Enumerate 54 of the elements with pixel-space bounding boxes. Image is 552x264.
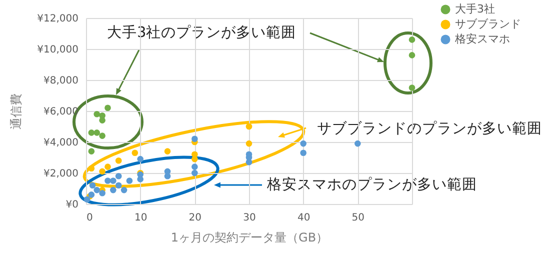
point	[88, 148, 95, 154]
point	[246, 140, 252, 147]
point	[408, 84, 416, 91]
point	[84, 196, 90, 203]
point	[99, 132, 106, 139]
x-tick-label: 20	[188, 212, 202, 224]
legend-label: サブブランド	[455, 18, 521, 30]
point	[88, 165, 95, 172]
point	[354, 140, 361, 147]
point	[408, 52, 416, 58]
point	[110, 178, 116, 184]
point	[115, 157, 122, 164]
point	[132, 150, 138, 156]
point	[192, 170, 198, 176]
x-tick-label: 30	[243, 212, 256, 224]
y-axis-title: 通信費	[9, 94, 24, 130]
point	[300, 140, 306, 147]
point	[137, 156, 144, 162]
y-tick-label: ¥4,000	[44, 138, 78, 148]
point	[192, 164, 198, 170]
y-tick-label: ¥0	[66, 200, 78, 210]
point	[89, 182, 96, 189]
point	[104, 178, 111, 184]
point	[408, 36, 416, 43]
legend-label: 大手3社	[455, 2, 495, 16]
point	[192, 136, 198, 142]
point	[104, 164, 111, 170]
point	[164, 148, 171, 154]
x-axis-title: 1ヶ月の契約データ量（GB）	[170, 230, 328, 244]
point	[99, 190, 106, 196]
y-tick-label: ¥12,000	[37, 14, 78, 24]
point	[104, 104, 111, 112]
point	[300, 150, 306, 156]
point	[88, 130, 95, 136]
point	[115, 182, 122, 189]
point	[126, 178, 133, 184]
x-tick-label: 50	[352, 212, 365, 224]
point	[94, 186, 100, 194]
point	[115, 172, 122, 180]
x-tick-label: 0	[86, 212, 93, 224]
x-tick-label: 10	[134, 212, 148, 224]
legend-label: 格安スマホ	[454, 32, 510, 46]
point	[164, 172, 171, 180]
point	[94, 110, 100, 118]
point	[120, 186, 128, 194]
x-tick-label: 40	[297, 212, 310, 224]
point	[246, 123, 252, 130]
point	[99, 168, 106, 175]
point	[110, 186, 116, 194]
point	[192, 156, 198, 162]
y-tick-label: ¥2,000	[44, 168, 78, 180]
point	[94, 130, 100, 136]
y-tick-label: ¥10,000	[37, 44, 78, 56]
y-tick-label: ¥8,000	[44, 76, 78, 86]
